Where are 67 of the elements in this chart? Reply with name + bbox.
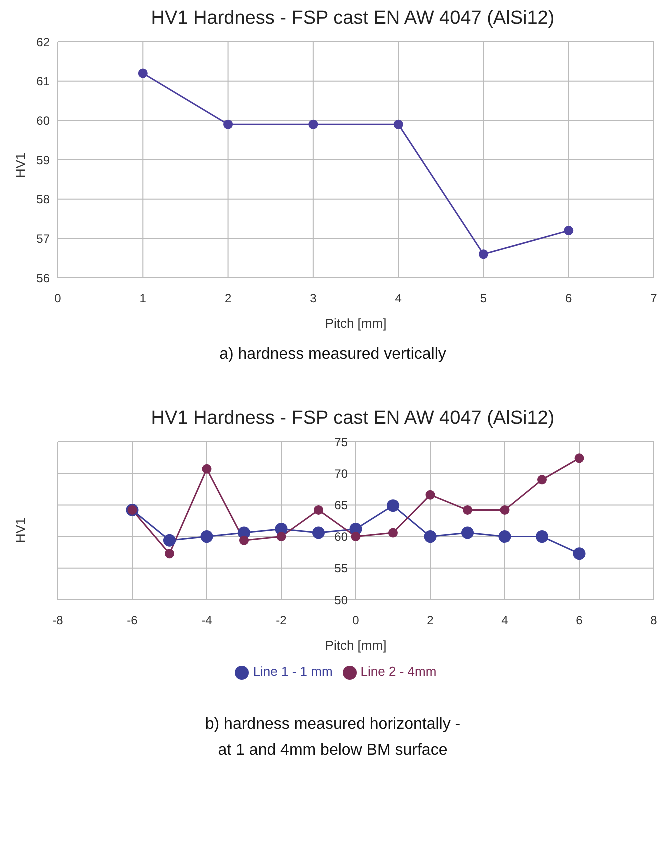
x-tick-label: 8 [650, 614, 658, 628]
chart-title: HV1 Hardness - FSP cast EN AW 4047 (AlSi12) [150, 8, 556, 30]
point [312, 526, 325, 540]
point [276, 532, 286, 542]
point [224, 120, 234, 130]
point [165, 549, 174, 559]
point [498, 530, 512, 544]
y-tick-label: 75 [334, 435, 348, 450]
y-axis-title: HV1 [13, 152, 28, 178]
point [463, 506, 472, 516]
text: a) hardness measured vertically [218, 345, 448, 365]
x-tick-label: 0 [352, 614, 360, 628]
point [536, 530, 548, 544]
y-tick-label: 70 [334, 466, 348, 481]
y-axis-title: HV1 [13, 518, 28, 544]
x-tick-label: 2 [427, 614, 434, 628]
x-tick-label: 6 [566, 292, 573, 306]
chart-title: HV1 Hardness - FSP cast EN AW 4047 (AlSi12) [150, 408, 556, 430]
x-tick-label: 5 [480, 292, 488, 306]
point [314, 506, 324, 516]
point [538, 475, 547, 485]
x-tick-label: -2 [276, 614, 288, 628]
point [462, 526, 474, 540]
point [138, 68, 148, 78]
x-tick-label: 2 [224, 292, 232, 306]
point [574, 454, 584, 464]
legend-label: Line 1 - 1 mm [253, 664, 333, 679]
y-tick-label: 56 [36, 271, 50, 286]
x-axis-title: Pitch [mm] [325, 316, 387, 331]
y-tick-label: 62 [36, 35, 50, 50]
y-tick-label: 58 [36, 192, 50, 207]
x-tick-label: -8 [52, 614, 64, 628]
point [424, 530, 437, 544]
y-tick-label: 61 [36, 74, 50, 89]
point [500, 506, 510, 516]
point [394, 120, 404, 130]
x-tick-label: 7 [650, 292, 658, 306]
y-tick-label: 65 [334, 498, 348, 512]
point [478, 250, 488, 260]
x-tick-label: 4 [395, 292, 402, 306]
x-tick-label: 6 [576, 614, 584, 628]
point [387, 500, 400, 512]
x-tick-label: -6 [127, 614, 138, 628]
point [426, 490, 436, 500]
x-tick-label: 3 [310, 292, 318, 306]
x-tick-label: 0 [54, 292, 62, 306]
point [308, 120, 318, 130]
y-tick-label: 57 [36, 232, 50, 246]
legend-label: Line 2 - 4mm [360, 664, 437, 679]
x-tick-label: -4 [202, 614, 213, 628]
y-tick-label: 59 [36, 153, 50, 168]
point [240, 536, 249, 546]
point [388, 528, 398, 538]
y-tick-label: 55 [334, 562, 348, 576]
y-tick-label: 60 [334, 530, 348, 544]
point [202, 464, 212, 474]
x-axis-title: Pitch [mm] [325, 638, 387, 653]
point [200, 530, 214, 544]
x-tick-label: 1 [140, 292, 147, 306]
point [164, 534, 176, 547]
x-tick-label: 4 [502, 614, 509, 628]
point [564, 226, 574, 236]
point [573, 548, 586, 560]
point [351, 532, 361, 542]
y-tick-label: 60 [36, 114, 50, 128]
text: b) hardness measured horizontally - at 1 and 4mm below BM surface [204, 715, 462, 761]
y-tick-label: 50 [334, 593, 348, 608]
